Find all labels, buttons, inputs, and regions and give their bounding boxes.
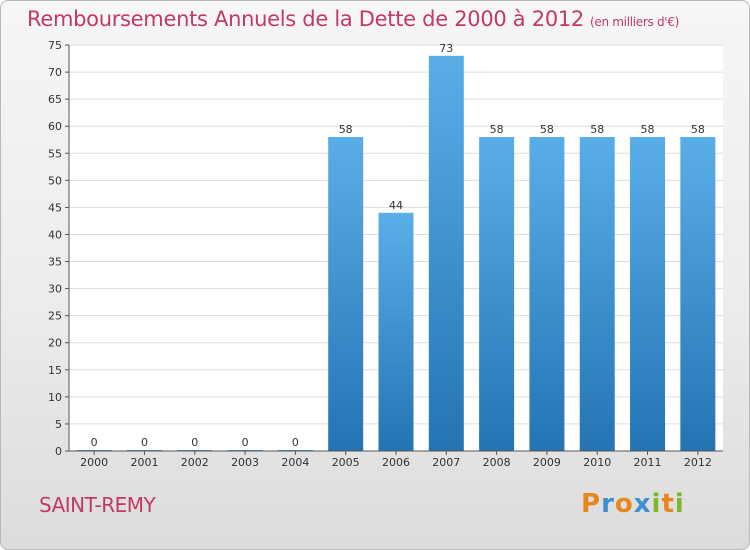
x-tick-label-2004: 2004 — [281, 456, 309, 469]
data-label-2001: 0 — [141, 436, 148, 449]
y-tick-label: 30 — [48, 283, 62, 296]
y-tick-label: 45 — [48, 201, 62, 214]
bar-2010[interactable] — [579, 137, 615, 451]
unit-label: (en milliers d'€) — [590, 15, 680, 29]
y-tick-label: 40 — [48, 228, 62, 241]
bar-2007[interactable] — [428, 55, 464, 452]
logo-letter: o — [614, 489, 634, 519]
x-tick-label-2001: 2001 — [130, 456, 158, 469]
data-label-2010: 58 — [590, 123, 604, 136]
data-label-2003: 0 — [242, 436, 249, 449]
data-label-2002: 0 — [191, 436, 198, 449]
town-name: SAINT-REMY — [39, 493, 156, 517]
y-tick-label: 5 — [55, 418, 62, 431]
x-tick-label-2003: 2003 — [231, 456, 259, 469]
y-tick-label: 60 — [48, 120, 62, 133]
x-tick-label-2008: 2008 — [483, 456, 511, 469]
x-tick-label-2007: 2007 — [432, 456, 460, 469]
y-tick-label: 0 — [55, 445, 62, 458]
bar-2009[interactable] — [529, 137, 565, 451]
y-tick-label: 70 — [48, 66, 62, 79]
proxiti-logo[interactable]: Proxiti — [581, 489, 685, 519]
y-tick-label: 55 — [48, 147, 62, 160]
y-tick-label: 50 — [48, 174, 62, 187]
y-tick-label: 25 — [48, 310, 62, 323]
y-tick-label: 75 — [48, 39, 62, 52]
axes: 0 5 10 15 20 25 30 35 40 45 50 55 60 65 70 75 2000 2001 20… — [48, 39, 723, 469]
data-label-2011: 58 — [641, 123, 655, 136]
logo-letter: x — [633, 489, 652, 519]
logo-letter: r — [601, 489, 615, 519]
data-label-2005: 58 — [339, 123, 353, 136]
data-label-2008: 58 — [490, 123, 504, 136]
y-tick-label: 15 — [48, 364, 62, 377]
logo-letter: P — [581, 489, 602, 519]
x-tick-label-2005: 2005 — [332, 456, 360, 469]
data-label-2000: 0 — [91, 436, 98, 449]
y-tick-label: 35 — [48, 256, 62, 269]
data-label-2012: 58 — [691, 123, 705, 136]
x-tick-label-2012: 2012 — [684, 456, 712, 469]
bar-2008[interactable] — [479, 137, 515, 451]
data-label-2006: 44 — [389, 199, 403, 212]
x-tick-label-2009: 2009 — [533, 456, 561, 469]
data-label-2004: 0 — [292, 436, 299, 449]
y-tick-label: 65 — [48, 93, 62, 106]
x-tick-label-2002: 2002 — [181, 456, 209, 469]
bar-2012[interactable] — [680, 137, 716, 451]
x-tick-label-2006: 2006 — [382, 456, 410, 469]
y-tick-label: 20 — [48, 337, 62, 350]
y-tick-label: 10 — [48, 391, 62, 404]
bar-2006[interactable] — [378, 212, 414, 451]
x-tick-label-2000: 2000 — [80, 456, 108, 469]
x-tick-label-2011: 2011 — [634, 456, 662, 469]
logo-letter: i — [651, 489, 662, 519]
bar-2011[interactable] — [630, 137, 666, 451]
data-label-2009: 58 — [540, 123, 554, 136]
data-label-2007: 73 — [439, 42, 453, 55]
logo-letter: t — [661, 489, 675, 519]
logo-letter: i — [674, 489, 685, 519]
chart-title: Remboursements Annuels de la Dette de 20… — [27, 7, 679, 31]
x-tick-label-2010: 2010 — [583, 456, 611, 469]
title-text: Remboursements Annuels de la Dette de 20… — [27, 7, 584, 31]
bar-2005[interactable] — [328, 137, 364, 451]
